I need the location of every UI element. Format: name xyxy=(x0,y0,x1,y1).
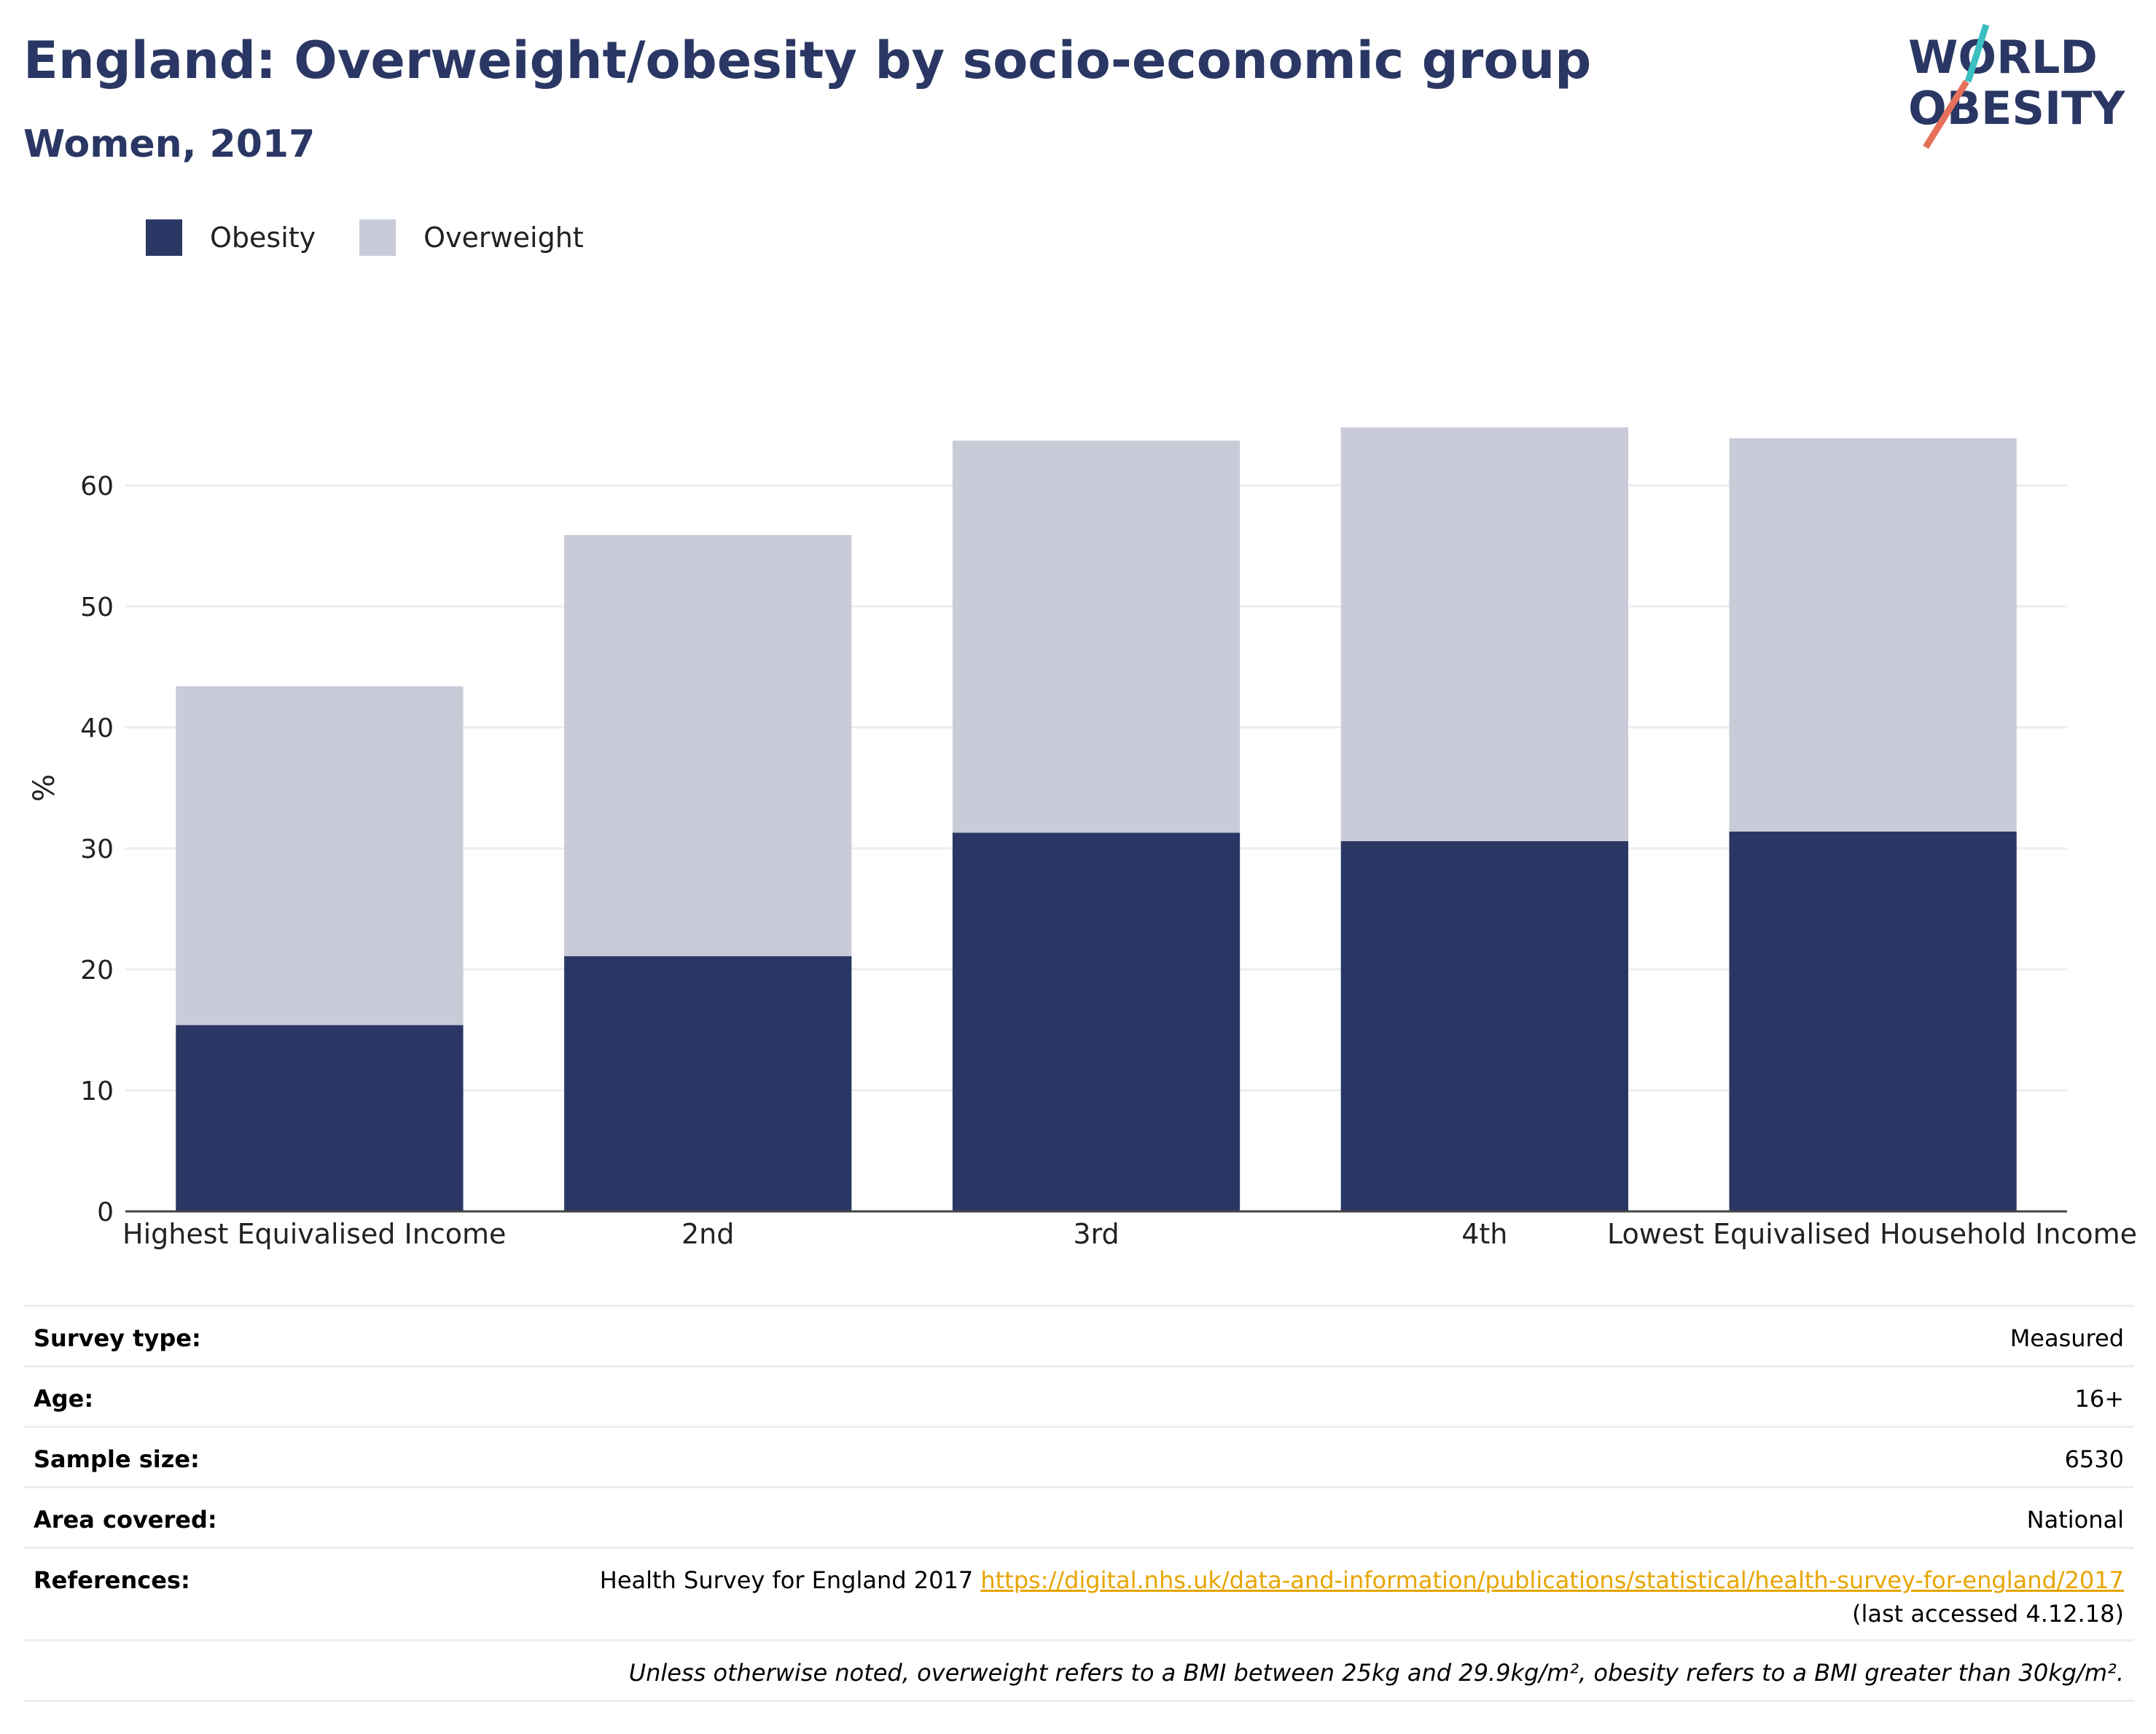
bar-obesity-2 xyxy=(952,832,1241,1211)
legend-label: Overweight xyxy=(423,222,584,254)
survey-info-table: Survey type: Measured Age: 16+ Sample si… xyxy=(23,1305,2134,1702)
bar-overweight-1 xyxy=(564,535,852,956)
bar-overweight-2 xyxy=(952,440,1241,833)
world-obesity-logo: WORLD OBESITY xyxy=(1908,23,2125,149)
survey-type-label: Survey type: xyxy=(34,1324,201,1352)
y-tick-label: 30 xyxy=(80,835,114,864)
bar-overweight-0 xyxy=(176,686,464,1026)
reference-text: Health Survey for England 2017 xyxy=(599,1566,981,1594)
sample-size-label: Sample size: xyxy=(34,1445,200,1473)
bar-overweight-4 xyxy=(1729,438,2017,832)
logo-slash-top xyxy=(1964,23,1990,83)
y-tick-label: 0 xyxy=(97,1198,114,1227)
info-row-sample-size: Sample size: 6530 xyxy=(23,1426,2134,1486)
bmi-definition-note: Unless otherwise noted, overweight refer… xyxy=(23,1639,2134,1702)
y-tick-label: 20 xyxy=(80,956,114,985)
legend-item-overweight[interactable]: Overweight xyxy=(359,219,584,256)
y-tick-label: 10 xyxy=(80,1077,114,1106)
info-row-survey-type: Survey type: Measured xyxy=(23,1305,2134,1365)
info-row-area: Area covered: National xyxy=(23,1486,2134,1547)
references-label: References: xyxy=(34,1566,190,1594)
stacked-bar-chart: 0 10 20 30 40 50 60% Highest Equivalised Income… xyxy=(28,427,2137,1250)
logo-line2: OBESITY xyxy=(1908,82,2125,135)
survey-type-value: Measured xyxy=(2009,1324,2124,1352)
reference-accessed: (last accessed 4.12.18) xyxy=(1852,1600,2124,1628)
y-axis-label: % xyxy=(28,774,61,802)
chart-title: England: Overweight/obesity by socio-eco… xyxy=(23,31,1592,90)
x-tick-label: Highest Equivalised Income xyxy=(122,1218,506,1250)
age-value: 16+ xyxy=(2074,1385,2124,1413)
bar-obesity-0 xyxy=(176,1025,464,1211)
references-value: Health Survey for England 2017 https://d… xyxy=(600,1563,2124,1639)
area-label: Area covered: xyxy=(34,1506,217,1534)
y-tick-label: 40 xyxy=(80,714,114,743)
legend: Obesity Overweight xyxy=(146,217,628,258)
x-tick-label: 4th xyxy=(1461,1218,1507,1250)
x-tick-label: 3rd xyxy=(1073,1218,1119,1250)
legend-item-obesity[interactable]: Obesity xyxy=(146,219,316,256)
x-tick-label: 2nd xyxy=(681,1218,734,1250)
x-tick-label: Lowest Equivalised Household Income xyxy=(1607,1218,2137,1250)
bar-obesity-1 xyxy=(564,956,852,1211)
chart-subtitle: Women, 2017 xyxy=(23,122,316,166)
legend-label: Obesity xyxy=(210,222,316,254)
reference-link[interactable]: https://digital.nhs.uk/data-and-informat… xyxy=(980,1566,2124,1594)
legend-swatch xyxy=(359,219,397,256)
age-label: Age: xyxy=(34,1385,94,1413)
bar-obesity-4 xyxy=(1729,831,2017,1211)
y-tick-label: 50 xyxy=(80,593,114,622)
y-tick-label: 60 xyxy=(80,472,114,501)
logo-slash-bottom xyxy=(1923,79,1969,149)
info-row-references: References: Health Survey for England 20… xyxy=(23,1547,2134,1639)
logo-line1: WORLD xyxy=(1908,31,2098,84)
area-value: National xyxy=(2026,1506,2124,1534)
bar-overweight-3 xyxy=(1340,427,1628,842)
legend-swatch xyxy=(146,219,182,256)
sample-size-value: 6530 xyxy=(2064,1445,2124,1473)
bar-obesity-3 xyxy=(1340,841,1628,1211)
info-row-age: Age: 16+ xyxy=(23,1365,2134,1426)
